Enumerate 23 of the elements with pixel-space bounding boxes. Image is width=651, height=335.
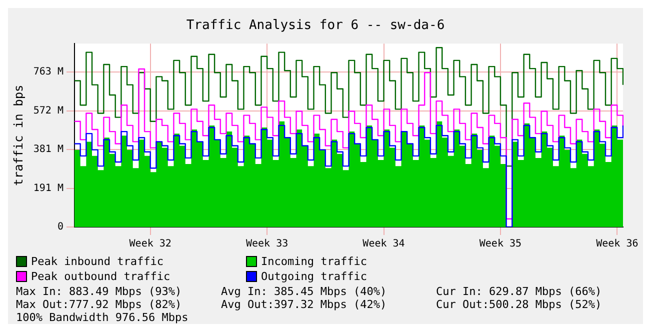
text: Max Out:777.92 Mbps (82%) [16,298,183,311]
x-tick-label: Week 33 [246,238,288,250]
text: Max In: 883.49 Mbps (93%) [16,285,183,298]
text: Cur Out:500.28 Mbps (52%) [436,298,603,311]
legend-label: Incoming traffic [261,255,367,268]
x-tick-label: Week 34 [362,238,405,250]
chart-title: Traffic Analysis for 6 -- sw-da-6 [186,18,445,34]
text: Avg In: 385.45 Mbps (40%) [221,285,388,298]
legend-label: Peak outbound traffic [31,270,170,283]
y-axis-title: traffic in bps [11,84,26,186]
text: 100% Bandwidth 976.56 Mbps [16,311,190,324]
y-tick-label: 572 M [33,105,64,116]
text: Cur In: 629.87 Mbps (66%) [436,285,603,298]
y-tick-label: 0 [57,222,64,233]
text: Avg Out:397.32 Mbps (42%) [221,298,388,311]
legend-label: Outgoing traffic [261,270,367,283]
y-tick-label: 381 M [33,144,64,156]
y-tick-label: 763 M [33,66,64,78]
x-tick-label: Week 35 [479,238,522,250]
y-tick-label: 191 M [33,182,64,194]
legend-label: Peak inbound traffic [31,255,164,268]
x-tick-label: Week 32 [129,238,172,250]
x-tick-label: Week 36 [596,238,638,250]
